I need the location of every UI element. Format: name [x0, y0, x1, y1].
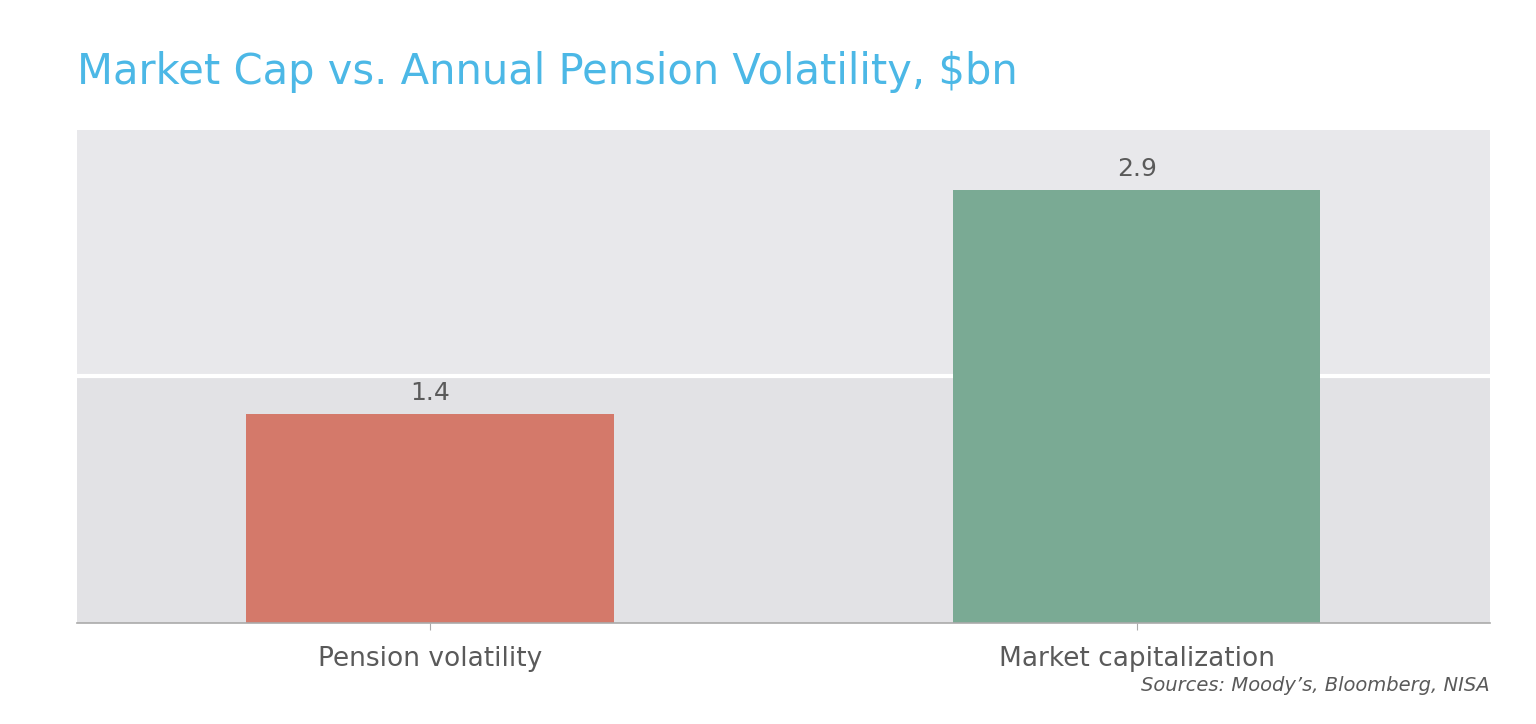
Text: 1.4: 1.4: [410, 381, 450, 405]
Bar: [246, 414, 614, 623]
Text: 2.9: 2.9: [1117, 157, 1157, 181]
Bar: [952, 190, 1321, 623]
Text: Sources: Moody’s, Bloomberg, NISA: Sources: Moody’s, Bloomberg, NISA: [1141, 676, 1490, 695]
Bar: [77, 130, 1490, 376]
Text: Market Cap vs. Annual Pension Volatility, $bn: Market Cap vs. Annual Pension Volatility…: [77, 51, 1017, 93]
